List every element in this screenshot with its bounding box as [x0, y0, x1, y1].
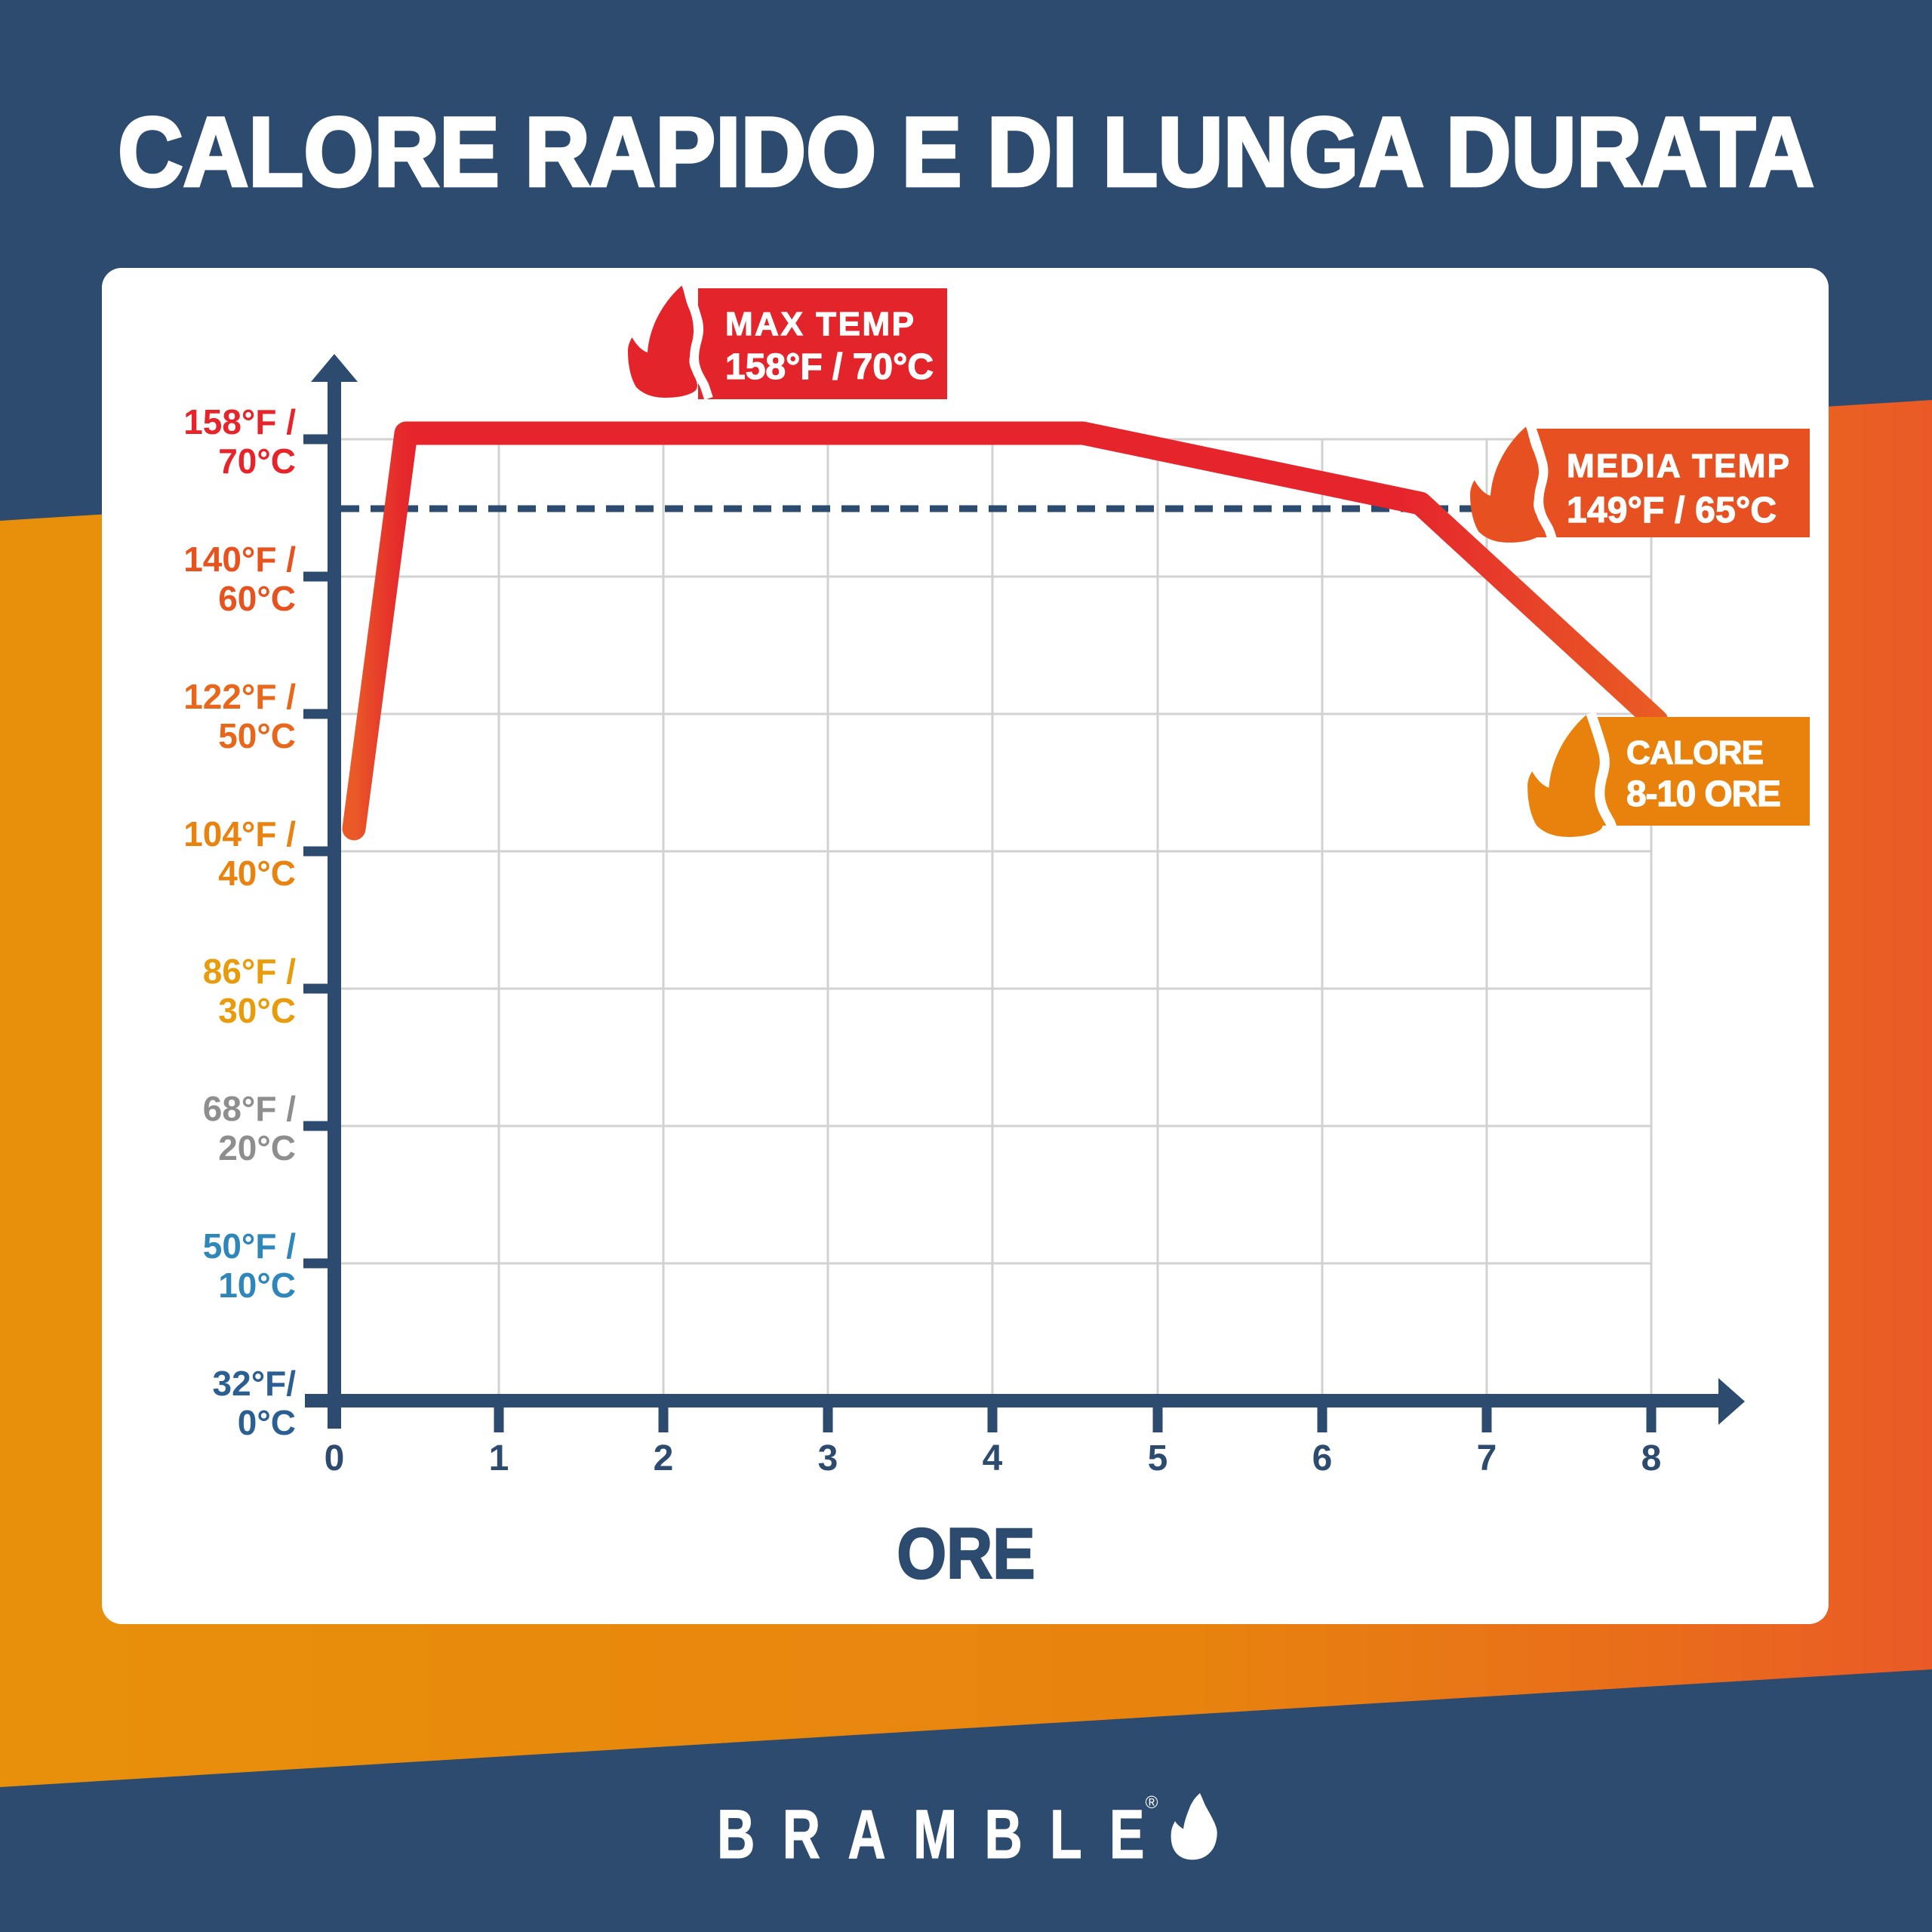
- svg-text:7: 7: [1477, 1438, 1497, 1478]
- svg-text:2: 2: [654, 1438, 674, 1478]
- svg-text:104°F /40°C: 104°F /40°C: [183, 814, 296, 893]
- svg-text:6: 6: [1312, 1438, 1333, 1478]
- svg-text:140°F /60°C: 140°F /60°C: [183, 540, 296, 618]
- svg-text:1: 1: [489, 1438, 509, 1478]
- svg-text:50°F /10°C: 50°F /10°C: [203, 1226, 296, 1305]
- svg-text:149°F / 65°C: 149°F / 65°C: [1567, 491, 1777, 531]
- svg-text:5: 5: [1148, 1438, 1168, 1478]
- svg-text:ORE: ORE: [897, 1514, 1035, 1594]
- svg-text:MAX TEMP: MAX TEMP: [725, 306, 914, 343]
- svg-text:0: 0: [325, 1438, 345, 1478]
- svg-text:3: 3: [818, 1438, 838, 1478]
- svg-text:68°F /20°C: 68°F /20°C: [203, 1089, 296, 1168]
- svg-text:MEDIA TEMP: MEDIA TEMP: [1567, 448, 1789, 485]
- svg-text:CALORE: CALORE: [1626, 734, 1764, 771]
- svg-text:®: ®: [1146, 1792, 1158, 1812]
- svg-text:122°F /50°C: 122°F /50°C: [183, 677, 296, 755]
- svg-text:158°F / 70°C: 158°F / 70°C: [725, 347, 934, 387]
- svg-text:32°F/0°C: 32°F/0°C: [213, 1364, 297, 1442]
- svg-text:4: 4: [983, 1438, 1003, 1478]
- svg-text:BRAMBLE: BRAMBLE: [717, 1796, 1172, 1873]
- svg-text:158°F /70°C: 158°F /70°C: [183, 402, 296, 481]
- svg-text:86°F /30°C: 86°F /30°C: [203, 952, 296, 1030]
- svg-text:8: 8: [1641, 1438, 1662, 1478]
- svg-text:CALORE RAPIDO E DI LUNGA DURAT: CALORE RAPIDO E DI LUNGA DURATA: [118, 97, 1814, 207]
- svg-text:8-10 ORE: 8-10 ORE: [1626, 774, 1781, 814]
